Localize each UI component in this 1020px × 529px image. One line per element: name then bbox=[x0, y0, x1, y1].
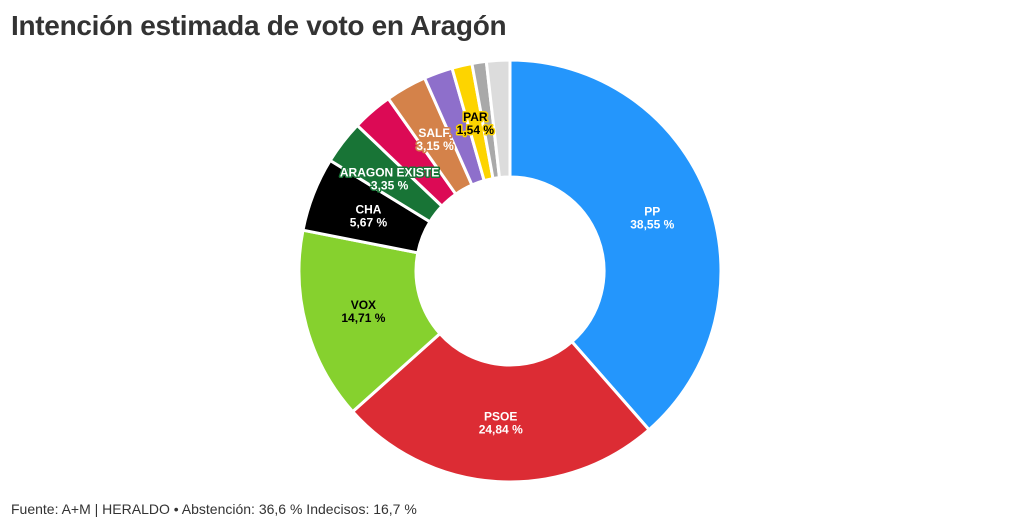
slice-psoe bbox=[351, 332, 651, 484]
slice-label-name: VOX bbox=[351, 298, 376, 312]
slice-pp bbox=[508, 58, 723, 432]
slice-label: PSOE 24,84 % bbox=[479, 410, 523, 437]
slice-label-value: 3,15 % bbox=[416, 139, 454, 153]
slice-label-name: SALF. bbox=[418, 126, 451, 140]
slice-label-value: 14,71 % bbox=[341, 311, 385, 325]
source-footer: Fuente: A+M | HERALDO • Abstención: 36,6… bbox=[11, 501, 417, 517]
slice-label-value: 3,35 % bbox=[371, 178, 409, 192]
slice-label: VOX 14,71 % bbox=[341, 298, 385, 325]
slice-label-name: CHA bbox=[355, 203, 381, 217]
slice-label-name: PAR bbox=[463, 110, 488, 124]
slice-label-value: 1,54 % bbox=[457, 123, 495, 137]
chart-title: Intención estimada de voto en Aragón bbox=[11, 10, 507, 41]
slice-label: CHA 5,67 % bbox=[350, 203, 388, 230]
slice-label: ARAGON EXISTE 3,35 % bbox=[340, 165, 439, 192]
slice-vox bbox=[297, 228, 442, 414]
slice-label-name: PSOE bbox=[484, 410, 517, 424]
slice-label-value: 38,55 % bbox=[630, 217, 674, 231]
slice-label-value: 5,67 % bbox=[350, 216, 388, 230]
slice-label-name: ARAGON EXISTE bbox=[340, 165, 439, 179]
slice-label: PP 38,55 % bbox=[630, 204, 674, 231]
slice-label-value: 24,84 % bbox=[479, 423, 523, 437]
slice-label: PAR 1,54 % bbox=[457, 110, 495, 137]
slice-label-name: PP bbox=[644, 204, 660, 218]
slice-unlabeled-10 bbox=[484, 58, 512, 180]
slice-label: SALF. 3,15 % bbox=[416, 126, 454, 153]
